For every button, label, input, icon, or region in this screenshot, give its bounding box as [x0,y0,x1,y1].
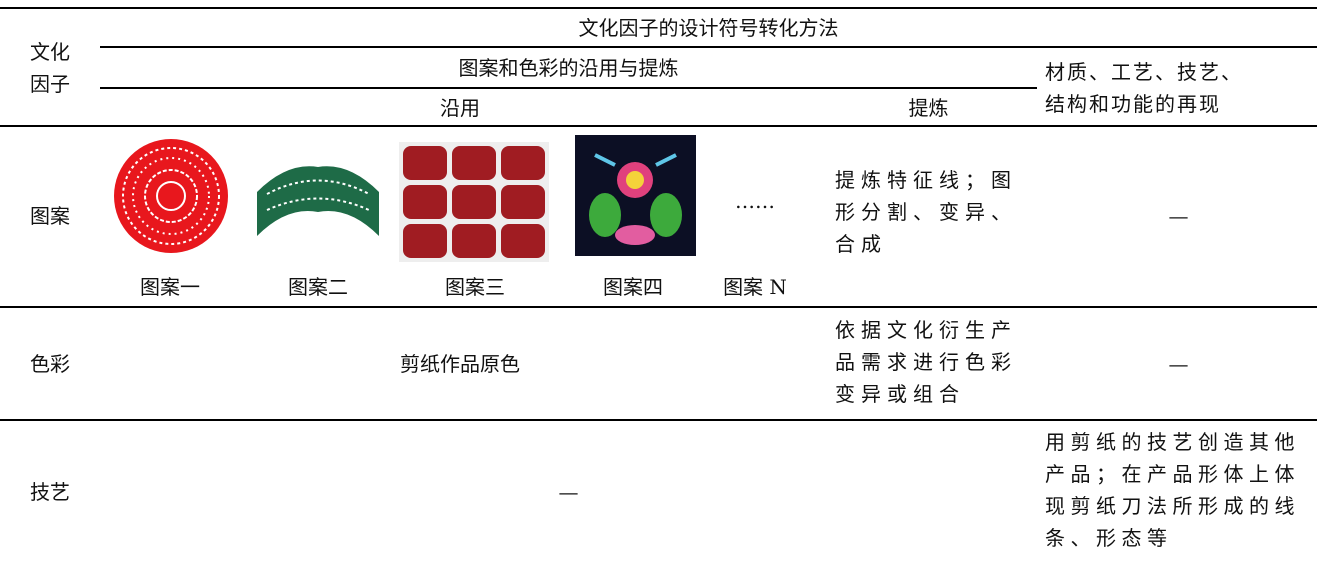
row-rule [0,306,1317,308]
pattern-image [575,135,696,256]
reuse-cell: 剪纸作品原色 [400,352,520,376]
pattern-image [114,139,228,253]
material-cell: — [1168,352,1189,376]
refine-cell: 依据文化衍生产品需求进行色彩变异或组合 [835,318,1017,406]
pattern-label: 图案二 [288,275,348,299]
ellipsis: …… [735,189,775,213]
header-cell: 文化因子 [30,40,70,96]
header-bottom-rule [0,125,1317,127]
pattern-label: 图案四 [603,275,663,299]
pattern-label: 图案一 [140,275,200,299]
pattern-label: 图案 N [723,275,787,299]
row-factor: 色彩 [30,352,70,376]
pattern-label: 图案三 [445,275,505,299]
pattern-image [399,142,549,262]
row-factor: 技艺 [30,480,70,504]
header-cell: 文化因子的设计符号转化方法 [578,16,839,40]
header-cell: 材质、工艺、技艺、结构和功能的再现 [1045,60,1243,116]
refine-cell: 提炼特征线；图形分割、变异、合成 [835,168,1017,256]
material-cell: — [1168,204,1189,228]
header-rule [100,87,1037,89]
header-cell: 图案和色彩的沿用与提炼 [458,56,679,80]
header-rule [100,46,1317,48]
row-rule [0,419,1317,421]
pattern-color-cell: — [558,480,579,504]
header-cell: 提炼 [908,96,949,120]
top-rule [0,7,1317,9]
header-cell: 沿用 [440,96,480,120]
pattern-image [257,166,379,236]
row-factor: 图案 [30,204,70,228]
material-cell: 用剪纸的技艺创造其他产品；在产品形体上体现剪纸刀法所形成的线条、形态等 [1045,430,1300,550]
